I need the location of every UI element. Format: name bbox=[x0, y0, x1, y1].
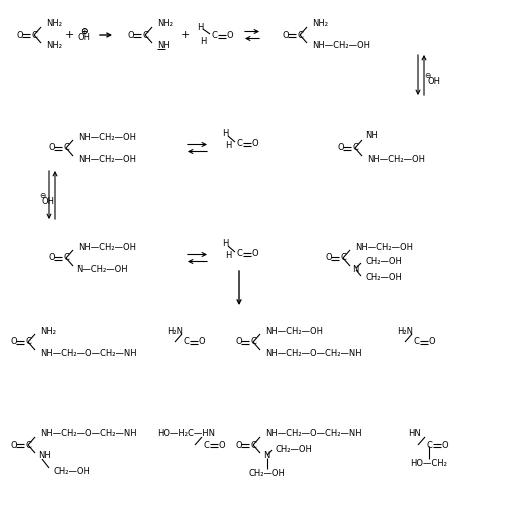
Text: NH: NH bbox=[157, 42, 170, 50]
Text: C: C bbox=[63, 253, 69, 263]
Text: H₂N: H₂N bbox=[167, 326, 183, 336]
Text: NH—CH₂—O—CH₂—NH: NH—CH₂—O—CH₂—NH bbox=[265, 429, 361, 439]
Text: O: O bbox=[49, 253, 55, 263]
Text: HO—H₂C—HN: HO—H₂C—HN bbox=[157, 429, 215, 439]
Text: NH—CH₂—OH: NH—CH₂—OH bbox=[367, 154, 425, 164]
Text: C: C bbox=[250, 441, 256, 449]
Text: C: C bbox=[426, 441, 432, 449]
Text: HN: HN bbox=[408, 429, 420, 439]
Text: OH: OH bbox=[42, 196, 55, 206]
Text: OH: OH bbox=[427, 76, 440, 86]
Text: NH₂: NH₂ bbox=[312, 18, 328, 28]
Text: N̈—CH₂—OH: N̈—CH₂—OH bbox=[76, 266, 128, 274]
Text: +: + bbox=[180, 30, 190, 40]
Text: NH—CH₂—OH: NH—CH₂—OH bbox=[312, 42, 370, 50]
Text: C: C bbox=[340, 253, 346, 263]
Text: C: C bbox=[413, 338, 419, 346]
Text: O: O bbox=[199, 338, 206, 346]
Text: NH—CH₂—OH: NH—CH₂—OH bbox=[78, 154, 136, 164]
Text: CH₂—OH: CH₂—OH bbox=[365, 273, 402, 283]
Text: O: O bbox=[252, 249, 258, 259]
Text: O: O bbox=[236, 338, 242, 346]
Text: NH₂: NH₂ bbox=[40, 326, 56, 336]
Text: C: C bbox=[352, 144, 358, 152]
Text: N̈H: N̈H bbox=[365, 130, 378, 140]
Text: NH—CH₂—O—CH₂—NH: NH—CH₂—O—CH₂—NH bbox=[265, 348, 361, 358]
Text: O: O bbox=[283, 30, 289, 40]
Text: O: O bbox=[226, 31, 233, 41]
Text: NH—CH₂—OH: NH—CH₂—OH bbox=[78, 132, 136, 142]
Text: O: O bbox=[252, 140, 258, 148]
Text: C: C bbox=[203, 441, 209, 449]
Text: NH—CH₂—O—CH₂—NH: NH—CH₂—O—CH₂—NH bbox=[40, 348, 137, 358]
Text: C: C bbox=[142, 30, 148, 40]
Text: CH₂—OH: CH₂—OH bbox=[53, 466, 90, 476]
Text: H: H bbox=[200, 37, 206, 47]
Text: C: C bbox=[63, 144, 69, 152]
Text: H: H bbox=[197, 23, 203, 31]
Text: NH₂: NH₂ bbox=[46, 18, 62, 28]
Text: O: O bbox=[442, 441, 448, 449]
Text: NH₂: NH₂ bbox=[157, 18, 173, 28]
Text: CH₂—OH: CH₂—OH bbox=[365, 256, 402, 266]
Text: NH—CH₂—OH: NH—CH₂—OH bbox=[265, 326, 323, 336]
Text: C: C bbox=[25, 441, 31, 449]
Text: NH—CH₂—OH: NH—CH₂—OH bbox=[355, 243, 413, 251]
Text: H: H bbox=[222, 239, 228, 247]
Text: NH: NH bbox=[38, 451, 51, 461]
Text: CH₂—OH: CH₂—OH bbox=[248, 468, 286, 478]
Text: O: O bbox=[49, 144, 55, 152]
Text: ⊖: ⊖ bbox=[424, 70, 430, 80]
Text: H: H bbox=[225, 141, 231, 149]
Text: O: O bbox=[236, 441, 242, 449]
Text: C: C bbox=[211, 31, 217, 41]
Text: C: C bbox=[183, 338, 189, 346]
Text: O: O bbox=[128, 30, 134, 40]
Text: O: O bbox=[17, 30, 24, 40]
Text: C: C bbox=[297, 30, 303, 40]
Text: C: C bbox=[250, 338, 256, 346]
Text: O: O bbox=[219, 441, 225, 449]
Text: NH—CH₂—O—CH₂—NH: NH—CH₂—O—CH₂—NH bbox=[40, 429, 137, 439]
Text: OH: OH bbox=[77, 32, 90, 42]
Text: C: C bbox=[31, 30, 37, 40]
Text: N: N bbox=[263, 451, 269, 461]
Text: O: O bbox=[429, 338, 435, 346]
Text: H₂N: H₂N bbox=[397, 326, 413, 336]
Text: O: O bbox=[326, 253, 332, 263]
Text: H: H bbox=[222, 128, 228, 137]
Text: NH₂: NH₂ bbox=[46, 42, 62, 50]
Text: O: O bbox=[338, 144, 344, 152]
Text: O: O bbox=[10, 441, 17, 449]
Text: HO—CH₂: HO—CH₂ bbox=[411, 460, 448, 468]
Text: C: C bbox=[236, 140, 242, 148]
Text: O: O bbox=[10, 338, 17, 346]
Text: CH₂—OH: CH₂—OH bbox=[276, 444, 313, 453]
Text: ⊕: ⊕ bbox=[80, 27, 88, 35]
Text: ⊖: ⊖ bbox=[80, 27, 88, 35]
Text: +: + bbox=[64, 30, 74, 40]
Text: C: C bbox=[236, 249, 242, 259]
Text: ⊖: ⊖ bbox=[39, 190, 45, 200]
Text: NH—CH₂—OH: NH—CH₂—OH bbox=[78, 243, 136, 251]
Text: N: N bbox=[352, 265, 358, 273]
Text: H: H bbox=[225, 250, 231, 260]
Text: C: C bbox=[25, 338, 31, 346]
